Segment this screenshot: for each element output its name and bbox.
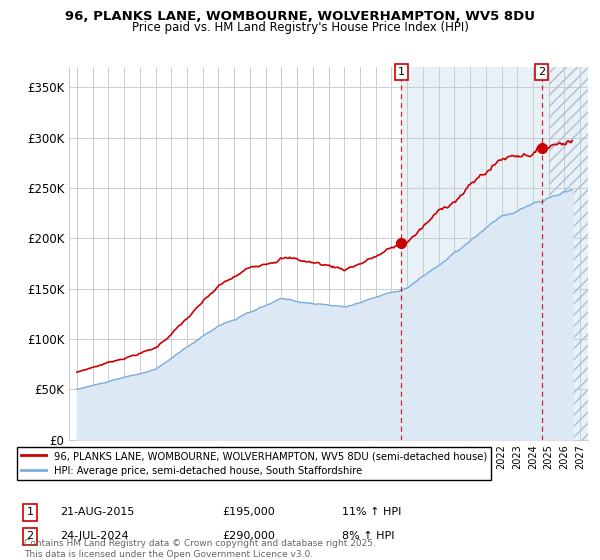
Text: 1: 1 <box>26 507 34 517</box>
Text: Contains HM Land Registry data © Crown copyright and database right 2025.
This d: Contains HM Land Registry data © Crown c… <box>24 539 376 559</box>
Text: £195,000: £195,000 <box>222 507 275 517</box>
Legend: 96, PLANKS LANE, WOMBOURNE, WOLVERHAMPTON, WV5 8DU (semi-detached house), HPI: A: 96, PLANKS LANE, WOMBOURNE, WOLVERHAMPTO… <box>17 447 491 480</box>
Text: £290,000: £290,000 <box>222 531 275 542</box>
Text: 2: 2 <box>538 67 545 77</box>
Text: 8% ↑ HPI: 8% ↑ HPI <box>342 531 395 542</box>
Bar <box>548 67 588 440</box>
Text: 2: 2 <box>26 531 34 542</box>
Text: 96, PLANKS LANE, WOMBOURNE, WOLVERHAMPTON, WV5 8DU: 96, PLANKS LANE, WOMBOURNE, WOLVERHAMPTO… <box>65 10 535 23</box>
Text: 11% ↑ HPI: 11% ↑ HPI <box>342 507 401 517</box>
Text: Price paid vs. HM Land Registry's House Price Index (HPI): Price paid vs. HM Land Registry's House … <box>131 21 469 34</box>
Text: 21-AUG-2015: 21-AUG-2015 <box>60 507 134 517</box>
Text: 24-JUL-2024: 24-JUL-2024 <box>60 531 128 542</box>
Text: 1: 1 <box>398 67 405 77</box>
Bar <box>401 67 588 440</box>
